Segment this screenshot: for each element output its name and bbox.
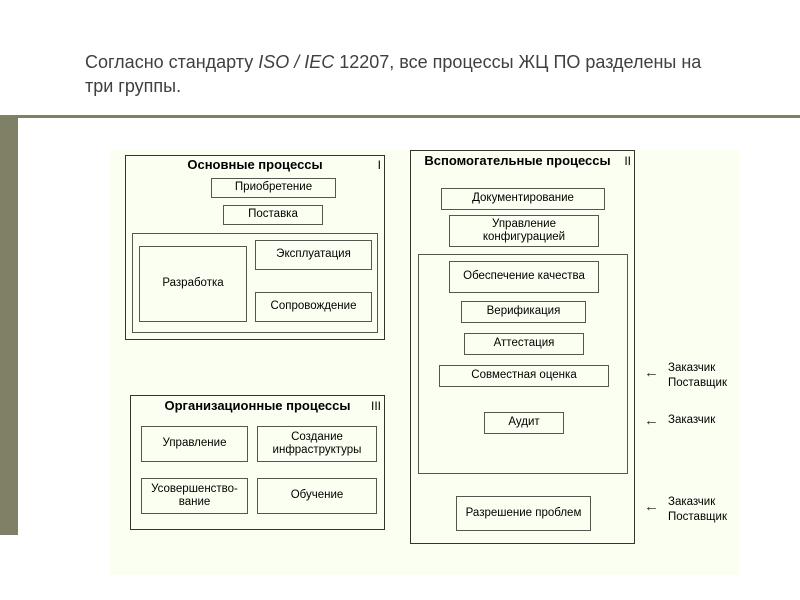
group2-inner: Обеспечение качества Верификация Аттеста… <box>418 254 628 474</box>
group-organizational-processes: Организационные процессы III Управление … <box>130 395 385 530</box>
item-verification: Верификация <box>461 301 586 323</box>
side-strip <box>0 118 18 535</box>
arrow-icon: ← <box>644 498 659 515</box>
group1-title: Основные процессы <box>126 158 384 173</box>
ann-customer-3: Заказчик <box>668 495 715 509</box>
item-operation: Эксплуатация <box>255 240 372 270</box>
ann-supplier-1: Поставщик <box>668 376 727 390</box>
group2-roman: II <box>624 154 631 168</box>
item-acquisition: Приобретение <box>211 178 336 198</box>
group-supporting-processes: Вспомогательные процессы II Документиров… <box>410 150 635 544</box>
arrow-icon: ← <box>644 412 659 429</box>
item-development: Разработка <box>139 246 247 322</box>
slide: Согласно стандарту ISO / IEC 12207, все … <box>0 0 800 600</box>
ann-customer-2: Заказчик <box>668 413 715 427</box>
diagram: Основные процессы I Приобретение Поставк… <box>110 150 740 575</box>
page-title: Согласно стандарту ISO / IEC 12207, все … <box>85 50 715 99</box>
item-management: Управление <box>141 426 248 462</box>
group-main-processes: Основные процессы I Приобретение Поставк… <box>125 155 385 340</box>
item-documentation: Документирование <box>441 188 605 210</box>
group1-roman: I <box>378 158 381 172</box>
title-text-1: Согласно стандарту <box>85 52 258 72</box>
item-problem-resolution: Разрешение проблем <box>456 496 591 531</box>
item-infrastructure: Создание инфраструктуры <box>257 426 377 462</box>
title-italic: ISO / IEC <box>258 52 334 72</box>
group1-inner: Разработка Эксплуатация Сопровождение <box>132 233 378 333</box>
ann-supplier-2: Поставщик <box>668 510 727 524</box>
arrow-icon: ← <box>644 364 659 381</box>
item-training: Обучение <box>257 478 377 514</box>
group2-title: Вспомогательные процессы <box>419 154 616 169</box>
horizontal-divider <box>0 115 800 118</box>
item-quality-assurance: Обеспечение качества <box>449 261 599 293</box>
ann-customer-1: Заказчик <box>668 361 715 375</box>
item-joint-review: Совместная оценка <box>439 365 609 387</box>
item-attestation: Аттестация <box>464 333 584 355</box>
group3-title: Организационные процессы <box>131 399 384 414</box>
item-config-management: Управление конфигурацией <box>449 215 599 247</box>
item-maintenance: Сопровождение <box>255 292 372 322</box>
group3-roman: III <box>371 399 381 413</box>
item-audit: Аудит <box>484 412 564 434</box>
item-improvement: Усовершенство-вание <box>141 478 248 514</box>
item-supply: Поставка <box>223 205 323 225</box>
